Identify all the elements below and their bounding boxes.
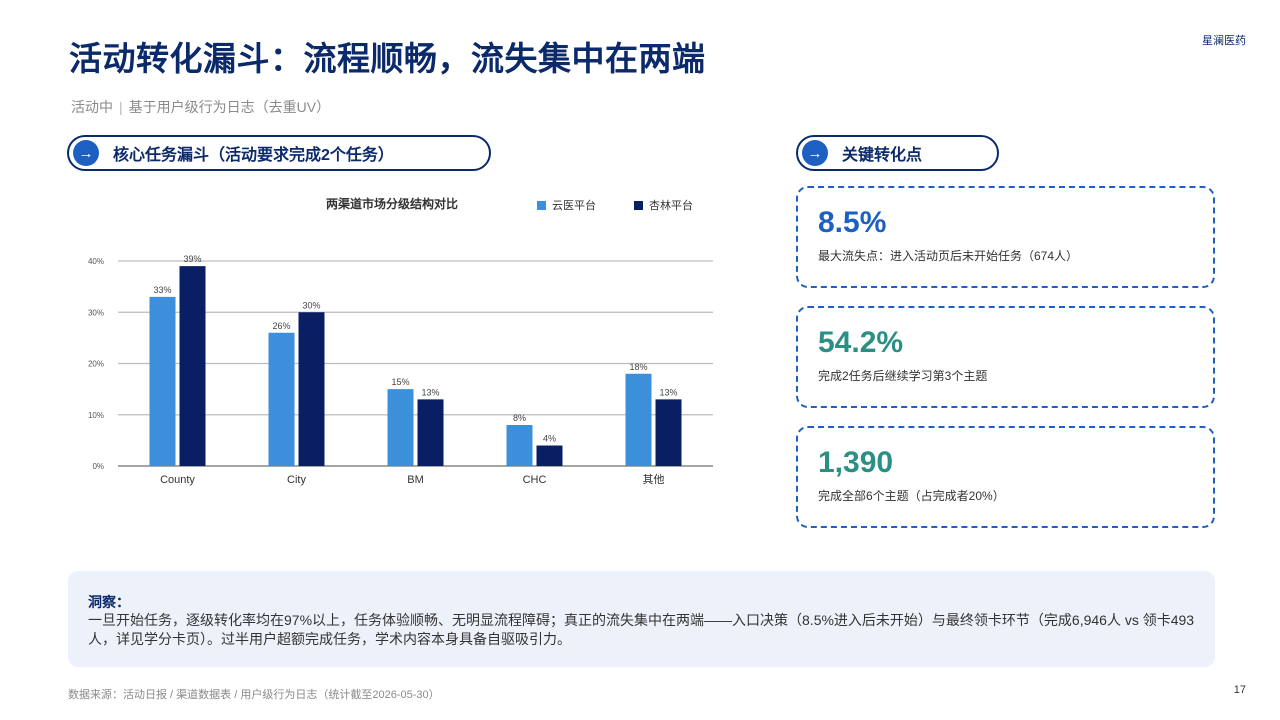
section-header-key-points: → 关键转化点: [796, 135, 999, 171]
stat-value: 54.2%: [818, 326, 904, 359]
chart-gridlines: [118, 260, 713, 467]
stat-description: 最大流失点：进入活动页后未开始任务（674人）: [818, 249, 1079, 263]
bar-value-label: 15%: [391, 377, 409, 387]
page-subtitle: 活动中 | 基于用户级行为日志（去重UV）: [71, 97, 330, 117]
chart-legend: 云医平台 杏林平台: [537, 198, 693, 212]
data-source-note: 数据来源：活动日报 / 渠道数据表 / 用户级行为日志（统计截至2026-05-…: [68, 689, 440, 701]
x-tick-label: 其他: [643, 473, 665, 486]
insight-heading: 洞察：: [88, 594, 130, 610]
x-tick-label: BM: [407, 474, 424, 486]
legend-swatch-series-2: [634, 201, 643, 210]
bar-value-label: 33%: [153, 285, 171, 295]
page-number: 17: [1233, 684, 1246, 696]
bar-City-云医平台: [268, 332, 295, 466]
market-tier-bar-chart: 两渠道市场分级结构对比 云医平台 杏林平台 0% 10% 20% 30% 40% 33%…: [88, 196, 713, 486]
subtitle-separator: |: [119, 99, 123, 115]
bar-County-杏林平台: [179, 266, 206, 466]
bar-value-label: 18%: [629, 362, 647, 372]
arrow-right-icon: →: [802, 140, 828, 166]
bar-BM-云医平台: [387, 389, 414, 466]
stat-card-full-completion: 1,390 完成全部6个主题（占完成者20%）: [796, 426, 1215, 528]
x-tick-label: CHC: [523, 474, 547, 486]
bar-其他-杏林平台: [655, 399, 682, 466]
bar-City-杏林平台: [298, 312, 325, 466]
legend-label-series-1: 云医平台: [552, 198, 596, 212]
chart-bars: 33% 39% 26% 30% 15% 13% 8% 4% 18% 13%: [149, 254, 682, 466]
y-tick-label: 20%: [88, 360, 104, 369]
subtitle-status: 活动中: [71, 99, 113, 115]
bar-value-label: 8%: [513, 413, 526, 423]
y-tick-label: 30%: [88, 308, 104, 317]
insight-body: 一旦开始任务，逐级转化率均在97%以上，任务体验顺畅、无明显流程障碍；真正的流失…: [88, 612, 1195, 647]
section-header-funnel-label: 核心任务漏斗（活动要求完成2个任务）: [113, 147, 394, 164]
bar-CHC-杏林平台: [536, 445, 563, 466]
bar-County-云医平台: [149, 296, 176, 466]
chart-y-ticks: 0% 10% 20% 30% 40%: [88, 257, 104, 471]
y-tick-label: 10%: [88, 411, 104, 420]
stat-value: 8.5%: [818, 206, 887, 239]
brand-label: 星澜医药: [1202, 35, 1246, 47]
bar-value-label: 26%: [272, 321, 290, 331]
arrow-right-icon: →: [73, 140, 99, 166]
chart-x-ticks: County City BM CHC 其他: [160, 473, 664, 486]
page-title: 活动转化漏斗：流程顺畅，流失集中在两端: [69, 40, 706, 77]
bar-其他-云医平台: [625, 373, 652, 466]
x-tick-label: County: [160, 474, 195, 486]
stat-value: 1,390: [818, 446, 894, 479]
legend-swatch-series-1: [537, 201, 546, 210]
section-header-key-points-label: 关键转化点: [842, 147, 923, 164]
stat-description: 完成2任务后继续学习第3个主题: [818, 369, 988, 383]
y-tick-label: 40%: [88, 257, 104, 266]
stat-description: 完成全部6个主题（占完成者20%）: [818, 489, 1005, 503]
legend-label-series-2: 杏林平台: [649, 198, 693, 212]
x-tick-label: City: [287, 474, 306, 486]
bar-CHC-云医平台: [506, 425, 533, 466]
bar-value-label: 13%: [421, 387, 439, 397]
y-tick-label: 0%: [92, 462, 104, 471]
bar-value-label: 4%: [543, 434, 556, 444]
bar-BM-杏林平台: [417, 399, 444, 466]
bar-value-label: 30%: [302, 300, 320, 310]
insight-box: 洞察： 一旦开始任务，逐级转化率均在97%以上，任务体验顺畅、无明显流程障碍；真…: [68, 571, 1215, 667]
stat-card-max-dropoff: 8.5% 最大流失点：进入活动页后未开始任务（674人）: [796, 186, 1215, 288]
bar-value-label: 39%: [183, 254, 201, 264]
section-header-funnel: → 核心任务漏斗（活动要求完成2个任务）: [67, 135, 491, 171]
bar-value-label: 13%: [659, 387, 677, 397]
stat-card-continue-rate: 54.2% 完成2任务后继续学习第3个主题: [796, 306, 1215, 408]
subtitle-description: 基于用户级行为日志（去重UV）: [128, 99, 331, 115]
chart-title: 两渠道市场分级结构对比: [326, 196, 458, 211]
